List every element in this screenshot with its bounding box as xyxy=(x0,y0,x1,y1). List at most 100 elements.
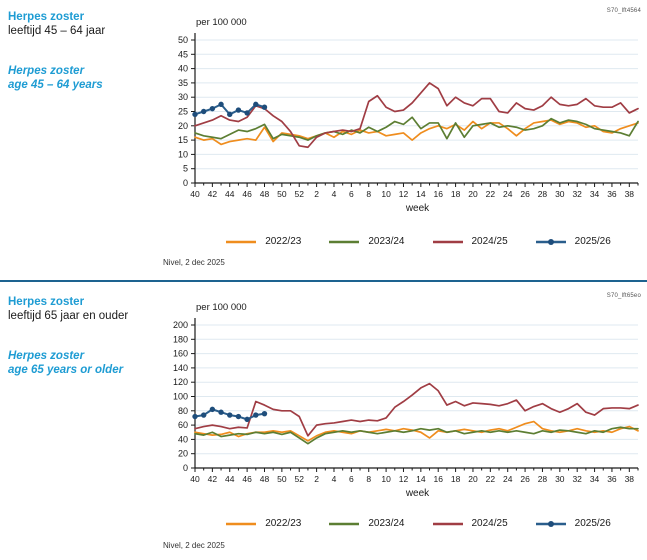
y-tick-label: 160 xyxy=(173,349,188,359)
y-tick-label: 10 xyxy=(178,149,188,159)
legend-label: 2024/25 xyxy=(471,518,508,529)
series-line-2023-24 xyxy=(194,116,639,141)
x-tick-label: 6 xyxy=(349,189,354,199)
y-tick-label: 0 xyxy=(183,463,188,473)
legend-swatch xyxy=(226,240,257,243)
chart-title-en-line1: Herpes zoster xyxy=(8,350,85,362)
legend-swatch xyxy=(329,522,360,525)
chart-title-nl-line2: leeftijd 45 – 64 jaar xyxy=(8,25,106,37)
y-tick-label: 5 xyxy=(183,164,188,174)
x-tick-label: 38 xyxy=(625,189,635,199)
x-tick-label: 46 xyxy=(242,189,252,199)
x-tick-label: 34 xyxy=(590,189,600,199)
series-marker-2025-26 xyxy=(244,416,250,423)
legend-label: 2024/25 xyxy=(471,236,508,247)
x-tick-label: 4 xyxy=(332,189,337,199)
y-axis-unit-label: per 100 000 xyxy=(196,17,247,28)
legend-swatch xyxy=(535,238,566,245)
legend-label: 2023/24 xyxy=(368,518,405,529)
series-marker-2025-26 xyxy=(192,111,198,118)
y-tick-label: 100 xyxy=(173,392,188,402)
y-tick-label: 80 xyxy=(178,406,188,416)
legend-item-2024-25: 2024/25 xyxy=(431,518,508,529)
y-tick-label: 30 xyxy=(178,92,188,102)
source-footer: Nivel, 2 dec 2025 xyxy=(163,258,225,267)
x-tick-label: 16 xyxy=(433,474,443,484)
x-tick-label: 30 xyxy=(555,474,565,484)
x-tick-label: 4 xyxy=(332,474,337,484)
x-tick-label: 6 xyxy=(349,474,354,484)
x-tick-label: 52 xyxy=(295,189,305,199)
x-tick-label: 44 xyxy=(225,189,235,199)
chart-title-nl-line1: Herpes zoster xyxy=(8,296,85,308)
x-tick-label: 40 xyxy=(190,474,200,484)
x-tick-label: 28 xyxy=(538,189,548,199)
x-tick-label: 8 xyxy=(366,474,371,484)
x-tick-label: 24 xyxy=(503,189,513,199)
legend-item-2022-23: 2022/23 xyxy=(224,518,301,529)
series-marker-2025-26 xyxy=(200,412,207,418)
y-tick-label: 0 xyxy=(183,178,188,188)
x-tick-label: 14 xyxy=(416,189,426,199)
x-tick-label: 38 xyxy=(625,474,635,484)
legend-swatch xyxy=(432,240,463,243)
series-marker-2025-26 xyxy=(227,412,233,418)
legend-item-2025-26: 2025/26 xyxy=(534,236,611,247)
y-tick-label: 35 xyxy=(178,78,188,88)
series-marker-2025-26 xyxy=(192,413,198,420)
legend-item-2023-24: 2023/24 xyxy=(327,518,405,529)
chart-title-nl-line2: leeftijd 65 jaar en ouder xyxy=(8,310,129,322)
y-tick-label: 15 xyxy=(178,135,188,145)
series-marker-2025-26 xyxy=(235,107,242,113)
chart-block-45-64: Herpes zoster leeftijd 45 – 64 jaar Herp… xyxy=(8,8,641,267)
y-tick-label: 180 xyxy=(173,334,188,344)
chart-block-65-older: Herpes zoster leeftijd 65 jaar en ouder … xyxy=(0,288,647,560)
x-tick-label: 26 xyxy=(520,189,530,199)
x-tick-label: 2 xyxy=(314,189,319,199)
y-tick-label: 40 xyxy=(178,64,188,74)
legend-label: 2022/23 xyxy=(265,236,302,247)
legend-label: 2022/23 xyxy=(265,518,302,529)
x-tick-label: 48 xyxy=(260,474,270,484)
x-tick-label: 20 xyxy=(468,189,478,199)
x-tick-label: 36 xyxy=(607,474,617,484)
x-tick-label: 40 xyxy=(190,189,200,199)
chart-id-label: S70_lft65eo xyxy=(606,293,641,299)
x-tick-label: 46 xyxy=(242,474,252,484)
x-tick-label: 22 xyxy=(486,189,496,199)
x-tick-label: 10 xyxy=(381,189,391,199)
x-tick-label: 10 xyxy=(381,474,391,484)
chart-title-en-line2: age 65 years or older xyxy=(8,364,124,376)
x-tick-label: 50 xyxy=(277,189,287,199)
x-tick-label: 18 xyxy=(451,189,461,199)
x-axis-label: week xyxy=(405,203,430,214)
y-tick-label: 120 xyxy=(173,377,188,387)
x-tick-label: 22 xyxy=(486,474,496,484)
series-marker-2025-26 xyxy=(253,412,259,418)
series-marker-2025-26 xyxy=(218,409,224,415)
legend-item-2025-26: 2025/26 xyxy=(534,518,611,529)
x-axis-label: week xyxy=(405,488,430,499)
x-tick-label: 32 xyxy=(572,189,582,199)
source-footer: Nivel, 2 dec 2025 xyxy=(163,541,225,550)
series-marker-2025-26 xyxy=(218,101,224,108)
x-tick-label: 26 xyxy=(520,474,530,484)
chart-title-en-line2: age 45 – 64 years xyxy=(8,79,103,91)
y-tick-label: 200 xyxy=(173,320,188,330)
series-line-2022-23 xyxy=(194,119,639,146)
series-marker-2025-26 xyxy=(227,111,233,118)
y-axis-unit-label: per 100 000 xyxy=(196,302,247,313)
series-marker-2025-26 xyxy=(261,410,268,417)
x-tick-label: 14 xyxy=(416,474,426,484)
x-tick-label: 18 xyxy=(451,474,461,484)
x-tick-label: 12 xyxy=(399,474,409,484)
series-line-2023-24 xyxy=(194,426,639,445)
x-tick-label: 52 xyxy=(295,474,305,484)
chart-title-nl-line1: Herpes zoster xyxy=(8,11,85,23)
legend-item-2023-24: 2023/24 xyxy=(327,236,405,247)
series-marker-2025-26 xyxy=(261,104,268,110)
chart-title-en-line1: Herpes zoster xyxy=(8,65,85,77)
x-tick-label: 50 xyxy=(277,474,287,484)
